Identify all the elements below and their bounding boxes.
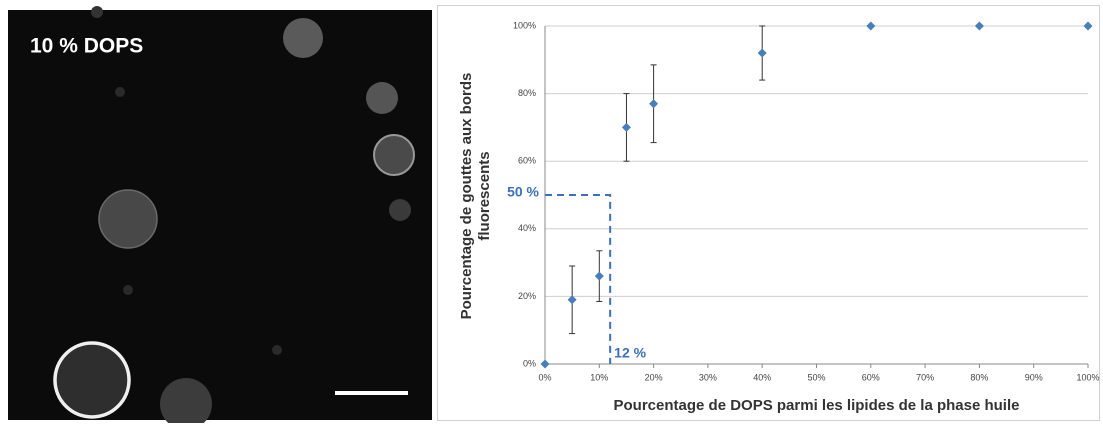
droplet — [160, 378, 212, 428]
droplet — [283, 18, 323, 58]
x-tick-label: 90% — [1025, 372, 1043, 382]
threshold-line — [545, 194, 612, 364]
x-tick-label: 100% — [1076, 372, 1099, 382]
point — [567, 295, 577, 305]
x-tick-label: 0% — [538, 372, 551, 382]
y-tick-label: 20% — [518, 291, 536, 301]
x-tick-label: 80% — [970, 372, 988, 382]
y-tick-label: 80% — [518, 88, 536, 98]
droplet — [272, 345, 282, 355]
threshold-x-label: 12 % — [614, 345, 646, 361]
droplet — [373, 134, 415, 176]
y-axis-title: fluorescents — [476, 151, 493, 240]
chart: 0% 20% 40% 60% 80% 100% 0% 10% 20% 30% 40% 50% 60% 70… — [458, 20, 1100, 414]
point — [649, 99, 659, 109]
point — [540, 359, 550, 369]
x-tick-label: 30% — [699, 372, 717, 382]
droplet — [123, 285, 133, 295]
point — [866, 21, 876, 31]
y-tick-label: 100% — [513, 20, 536, 30]
point — [594, 271, 604, 281]
droplet — [366, 82, 398, 114]
x-tick-label: 60% — [862, 372, 880, 382]
point — [974, 21, 984, 31]
point — [1083, 21, 1093, 31]
micrograph: 10 % DOPS — [8, 6, 432, 428]
chart-frame — [437, 5, 1100, 421]
y-tick-label: 40% — [518, 223, 536, 233]
droplet — [98, 189, 158, 249]
y-axis-title: Pourcentage de gouttes aux bords — [458, 73, 475, 320]
droplet — [389, 199, 411, 221]
x-tick-label: 70% — [916, 372, 934, 382]
x-axis-title: Pourcentage de DOPS parmi les lipides de… — [614, 397, 1020, 414]
image-label: 10 % DOPS — [30, 35, 143, 58]
y-tick-label: 0% — [523, 358, 536, 368]
x-tick-label: 50% — [807, 372, 825, 382]
point — [757, 48, 767, 58]
droplet — [53, 341, 131, 419]
y-tick-label: 60% — [518, 156, 536, 166]
droplet — [115, 87, 125, 97]
x-tick-label: 20% — [645, 372, 663, 382]
x-tick-label: 40% — [753, 372, 771, 382]
point — [621, 122, 631, 132]
x-tick-label: 10% — [590, 372, 608, 382]
threshold-y-label: 50 % — [507, 184, 539, 200]
droplet — [91, 6, 103, 18]
